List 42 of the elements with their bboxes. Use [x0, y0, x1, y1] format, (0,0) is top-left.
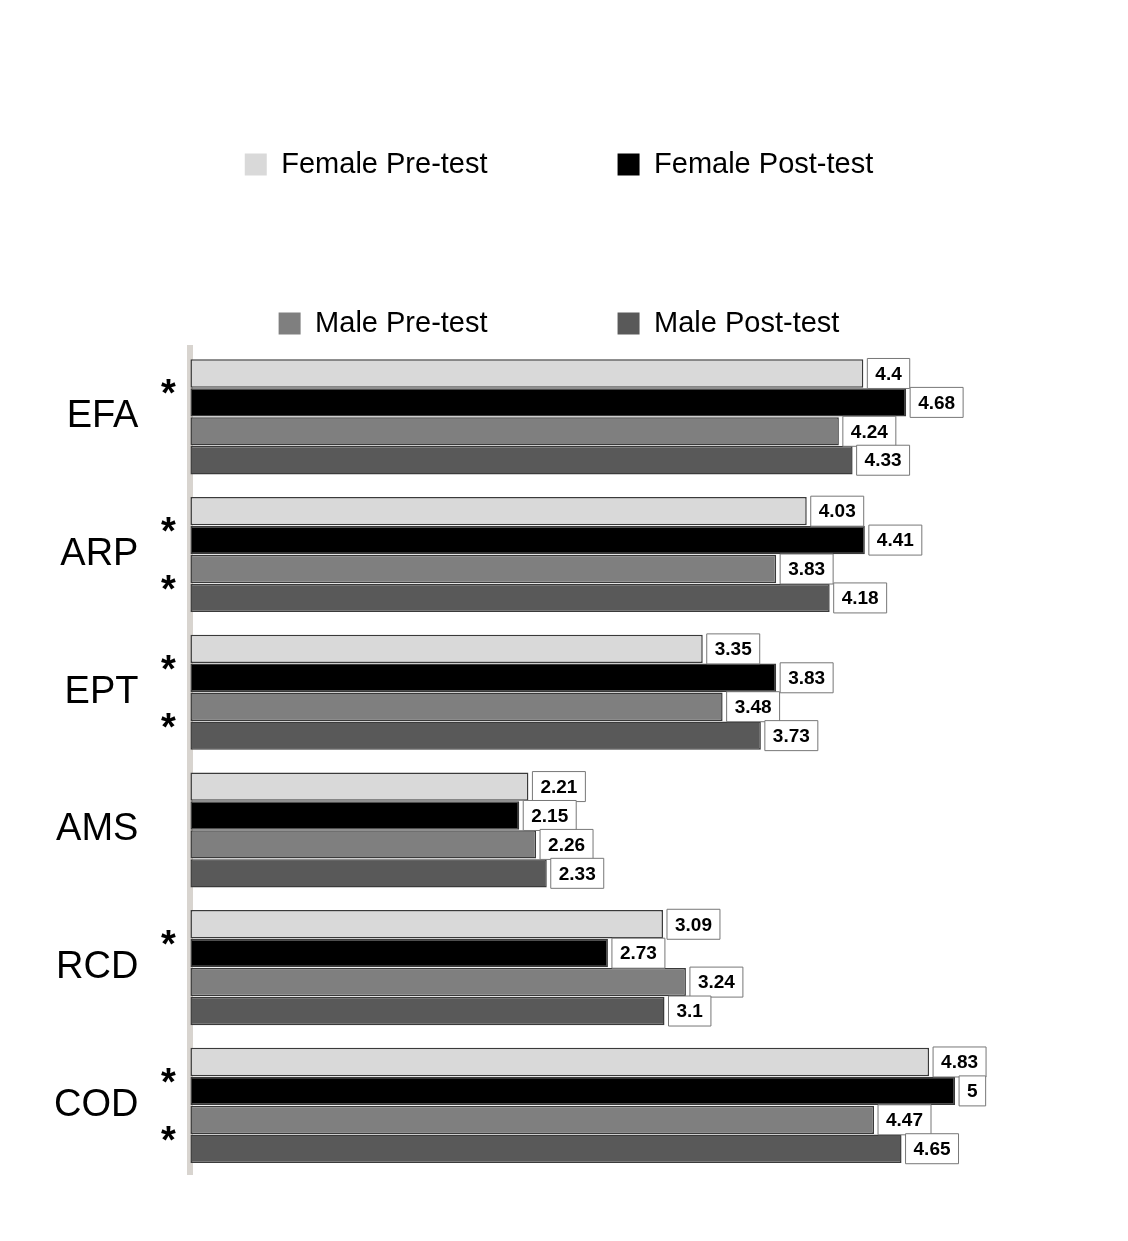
- data-label: 4.18: [841, 587, 879, 609]
- data-label: 2.15: [531, 804, 569, 826]
- data-label: 3.83: [788, 558, 826, 580]
- text: *: [161, 1060, 177, 1103]
- data-label: 2.26: [548, 833, 586, 855]
- data-label: 4.4: [875, 362, 903, 384]
- data-label: 4.33: [864, 449, 902, 471]
- y-tick-label: RCD: [56, 944, 139, 987]
- text: *: [161, 1118, 177, 1161]
- data-label: 4.83: [941, 1051, 979, 1073]
- data-label: 4.24: [850, 420, 889, 442]
- text: *: [161, 647, 177, 690]
- data-label: 4.41: [876, 529, 915, 551]
- data-label: 3.1: [676, 1000, 704, 1022]
- data-label: 3.35: [714, 638, 753, 660]
- text: *: [161, 510, 177, 553]
- legend-label: Male Pre-test: [315, 305, 488, 338]
- data-label: 4.03: [818, 500, 856, 522]
- data-label: 3.48: [734, 695, 772, 717]
- data-label: 2.73: [619, 942, 657, 964]
- legend-label: Female Pre-test: [281, 146, 488, 179]
- y-tick-label: ARP: [60, 531, 139, 574]
- text: *: [161, 923, 177, 966]
- legend-label: Female Post-test: [654, 146, 874, 179]
- y-tick-label: COD: [53, 1081, 139, 1124]
- legend-label: Male Post-test: [654, 305, 840, 338]
- text: *: [161, 705, 177, 748]
- data-label: 2.33: [558, 862, 596, 884]
- y-tick-label: AMS: [56, 806, 139, 849]
- data-label: 4.68: [918, 391, 956, 413]
- text: *: [161, 372, 177, 415]
- data-label: 3.83: [788, 667, 826, 689]
- data-label: 5: [967, 1080, 979, 1102]
- data-label: 3.24: [697, 971, 736, 993]
- y-tick-label: EPT: [64, 668, 139, 711]
- data-label: 4.47: [886, 1109, 923, 1131]
- data-label: 3.73: [772, 724, 810, 746]
- data-label: 2.21: [540, 775, 578, 797]
- data-label: 4.65: [913, 1137, 951, 1159]
- text: *: [161, 567, 177, 610]
- y-tick-label: EFA: [66, 393, 140, 436]
- data-label: 3.09: [674, 913, 712, 935]
